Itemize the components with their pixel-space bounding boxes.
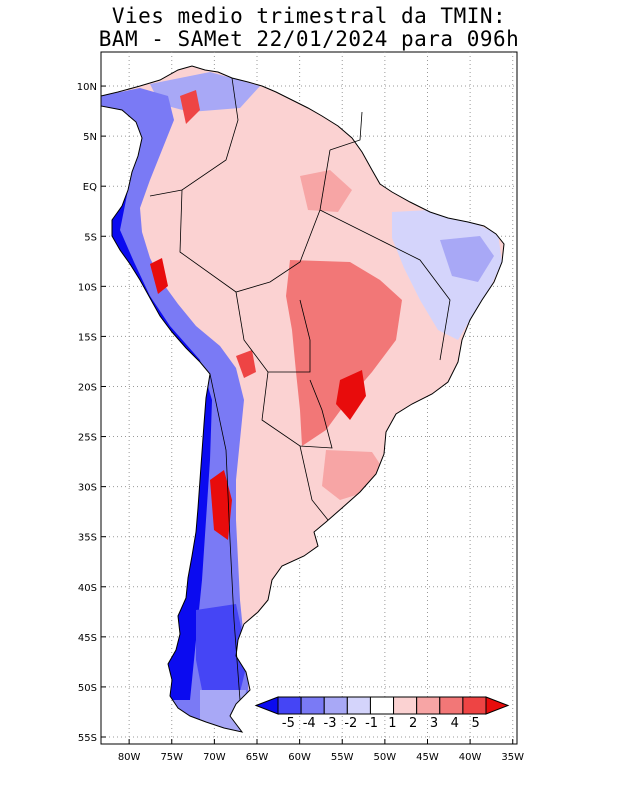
longitude-labels: 80W 75W 70W 65W 60W 55W 50W 45W 40W 35W [118, 752, 524, 763]
lat-tick-label: 25S [78, 433, 97, 444]
lat-tick-label: 20S [78, 382, 97, 393]
colorbar-label: 3 [430, 716, 438, 731]
strong-positive-paraguay [336, 370, 366, 420]
lon-tick-label: 55W [331, 752, 354, 763]
colorbar-box [300, 696, 325, 715]
colorbar-label: 5 [471, 716, 479, 731]
map-title-line-1: Vies medio trimestral da TMIN: [111, 4, 507, 28]
colorbar-label: 4 [451, 716, 459, 731]
lat-tick-label: 55S [78, 733, 97, 744]
colorbar-label: -2 [344, 716, 357, 731]
colorbar-label: 2 [409, 716, 417, 731]
border-colombia [149, 77, 239, 197]
colorbar-box [439, 696, 464, 715]
colorbar-box [416, 696, 441, 715]
border-uruguay [299, 445, 329, 521]
colorbar-box [393, 696, 418, 715]
lon-tick-label: 45W [416, 752, 439, 763]
lat-tick-label: 5N [83, 132, 97, 143]
lon-tick-label: 75W [160, 752, 183, 763]
lat-tick-label: 40S [78, 583, 97, 594]
lon-tick-label: 60W [288, 752, 311, 763]
lat-tick-label: 35S [78, 533, 97, 544]
colorbar-label: -3 [324, 716, 337, 731]
border-chile-argentina [209, 373, 241, 701]
strong-positive-bolivia [236, 350, 256, 378]
lat-tick-label: 45S [78, 633, 97, 644]
colorbar-box [346, 696, 371, 715]
strong-positive-andes-chile [210, 470, 232, 540]
lon-tick-label: 40W [459, 752, 482, 763]
border-bolivia [235, 291, 311, 373]
colorbar-arrow-high [485, 696, 510, 715]
longitude-gridlines [128, 52, 514, 744]
strong-positive-peru [150, 258, 168, 294]
lat-tick-label: EQ [83, 182, 97, 193]
lon-tick-label: 65W [246, 752, 269, 763]
colorbar-label: -1 [365, 716, 378, 731]
colorbar-box [277, 696, 302, 715]
country-borders [149, 77, 451, 701]
colorbar: -5 -4 -3 -2 -1 1 2 3 4 5 [254, 696, 510, 731]
colorbar-label: 1 [388, 716, 396, 731]
positive-patch-north [300, 170, 352, 212]
latitude-labels: 10N 5N EQ 5S 10S 15S 20S 25S 30S 35S 40S 45S 50S 55S [77, 82, 97, 744]
border-guianas [329, 111, 363, 151]
border-brazil-states [319, 209, 451, 361]
lat-tick-label: 15S [78, 332, 97, 343]
negative-core-northeast [440, 236, 494, 282]
lat-tick-label: 5S [84, 232, 97, 243]
lat-tick-label: 10N [77, 82, 97, 93]
positive-core-brazil [286, 260, 402, 446]
lon-tick-label: 50W [374, 752, 397, 763]
lat-tick-label: 10S [78, 282, 97, 293]
colorbar-box [323, 696, 348, 715]
colorbar-box [462, 696, 487, 715]
lat-tick-label: 50S [78, 683, 97, 694]
lon-tick-label: 70W [203, 752, 226, 763]
border-paraguay [261, 371, 333, 449]
colorbar-label: -4 [303, 716, 316, 731]
strong-positive-colombia [180, 90, 200, 124]
colorbar-box [369, 696, 395, 715]
lon-tick-label: 35W [501, 752, 524, 763]
map-title-line-2: BAM - SAMet 22/01/2024 para 096h [98, 27, 520, 51]
colorbar-label: -5 [282, 716, 295, 731]
lon-tick-label: 80W [118, 752, 141, 763]
lat-tick-label: 30S [78, 483, 97, 494]
